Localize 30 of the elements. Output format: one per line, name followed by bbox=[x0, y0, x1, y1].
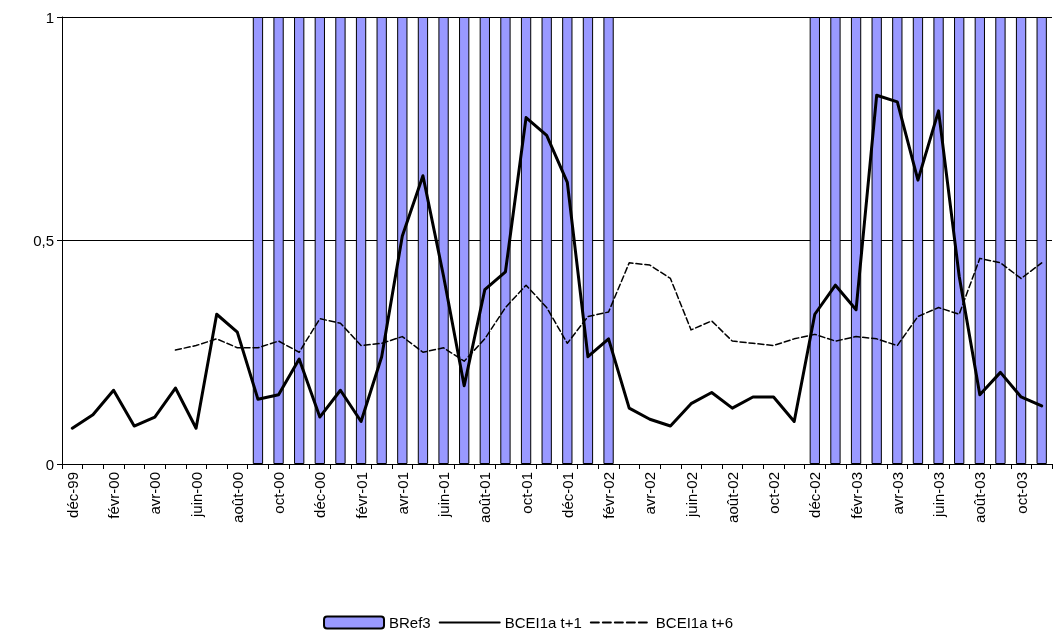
x-tick-label: févr-03 bbox=[847, 472, 865, 519]
x-tick-label: oct-01 bbox=[517, 472, 535, 514]
x-tick-label: févr-00 bbox=[105, 472, 123, 519]
legend-label: BCEI1a t+1 bbox=[504, 614, 582, 631]
x-tick-label: avr-02 bbox=[641, 472, 659, 515]
x-tick-label: août-02 bbox=[723, 472, 741, 523]
x-tick-label: oct-00 bbox=[270, 472, 288, 514]
x-tick-label: avr-00 bbox=[146, 472, 164, 515]
x-tick-label: oct-02 bbox=[765, 472, 783, 514]
legend-label: BCEI1a t+6 bbox=[655, 614, 733, 631]
x-tick-label: déc-00 bbox=[311, 472, 329, 518]
x-tick-label: août-01 bbox=[476, 472, 494, 523]
y-tick-label: 0 bbox=[45, 455, 54, 473]
x-tick-label: juin-03 bbox=[930, 472, 948, 519]
x-tick-label: déc-01 bbox=[558, 472, 576, 518]
y-tick-label: 1 bbox=[45, 8, 54, 26]
legend-label: BRef3 bbox=[389, 614, 431, 631]
x-tick-label: oct-03 bbox=[1012, 472, 1030, 514]
x-tick-label: déc-99 bbox=[63, 472, 81, 518]
y-tick-label: 0,5 bbox=[33, 232, 54, 249]
x-tick-label: déc-02 bbox=[806, 472, 824, 518]
x-tick-label: févr-01 bbox=[352, 472, 370, 519]
x-tick-label: févr-02 bbox=[600, 472, 618, 519]
x-tick-label: juin-00 bbox=[187, 472, 205, 519]
x-tick-label: avr-01 bbox=[393, 472, 411, 515]
x-tick-label: juin-01 bbox=[435, 472, 453, 519]
x-tick-label: août-03 bbox=[971, 472, 989, 523]
x-tick-label: août-00 bbox=[228, 472, 246, 523]
x-tick-label: avr-03 bbox=[888, 472, 906, 515]
x-tick-label: juin-02 bbox=[682, 472, 700, 519]
